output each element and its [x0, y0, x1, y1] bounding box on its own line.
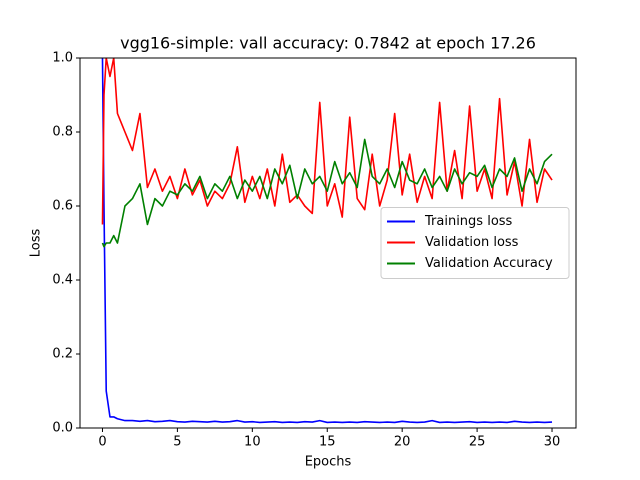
chart-title: vgg16-simple: vall accuracy: 0.7842 at e…	[120, 34, 536, 53]
legend-label: Validation Accuracy	[425, 256, 553, 271]
x-axis-label: Epochs	[305, 455, 352, 470]
series-line	[101, 58, 553, 225]
y-tick-label: 0.6	[52, 199, 73, 214]
x-tick-label: 0	[98, 435, 106, 450]
x-tick-label: 10	[244, 435, 261, 450]
x-tick-label: 5	[173, 435, 181, 450]
legend-label: Validation loss	[425, 235, 519, 250]
y-tick-label: 0.4	[52, 273, 73, 288]
y-axis-label: Loss	[29, 229, 44, 258]
series-line	[101, 138, 553, 248]
y-tick-label: 1.0	[52, 51, 73, 66]
x-tick-label: 25	[469, 435, 486, 450]
legend-label: Trainings loss	[424, 214, 513, 229]
y-tick-label: 0.0	[52, 421, 73, 436]
x-tick-label: 20	[394, 435, 411, 450]
series-line	[101, 58, 553, 424]
x-tick-label: 15	[319, 435, 336, 450]
y-tick-label: 0.8	[52, 125, 73, 140]
legend-box	[380, 207, 570, 279]
plot-area	[101, 58, 553, 424]
y-tick-label: 0.2	[52, 347, 73, 362]
plot-frame	[79, 57, 577, 429]
x-tick-label: 30	[544, 435, 561, 450]
